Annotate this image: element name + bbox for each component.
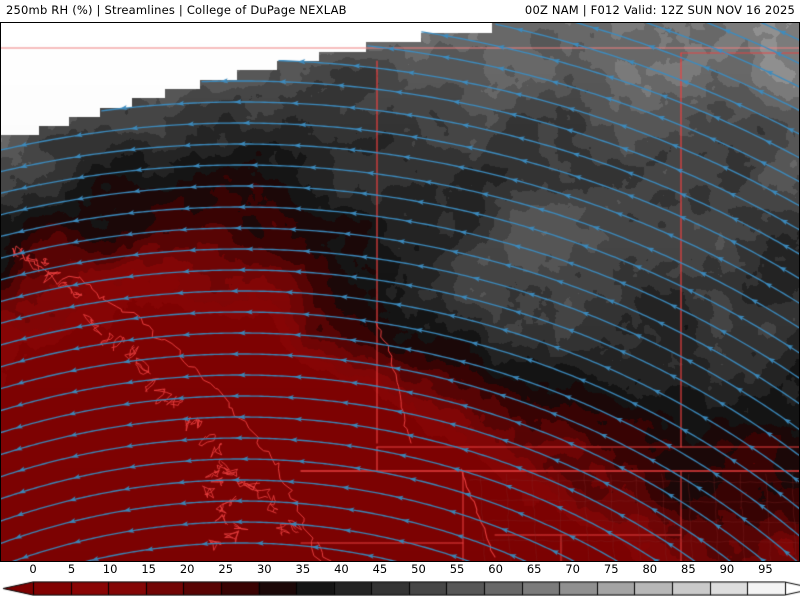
colorbar-area: 0 5 10 15 20 25 30 35 40 45 50 55 60 65 70 75 80 85 90 95 xyxy=(0,562,800,600)
colorbar-tick-45: 45 xyxy=(372,562,388,576)
map-frame[interactable] xyxy=(0,22,800,562)
colorbar-tick-25: 25 xyxy=(218,562,234,576)
colorbar-tick-15: 15 xyxy=(141,562,156,576)
colorbar-tick-65: 65 xyxy=(526,562,542,576)
colorbar-tick-55: 55 xyxy=(449,562,465,576)
header-bar: 250mb RH (%) | Streamlines | College of … xyxy=(0,0,800,22)
colorbar-tick-50: 50 xyxy=(411,562,426,576)
colorbar-tick-30: 30 xyxy=(256,562,272,576)
colorbar-tick-90: 90 xyxy=(719,562,735,576)
colorbar-tick-60: 60 xyxy=(488,562,503,576)
colorbar-tick-10: 10 xyxy=(102,562,118,576)
colorbar-canvas xyxy=(0,581,800,596)
colorbar-tick-85: 85 xyxy=(681,562,696,576)
colorbar-tick-35: 35 xyxy=(295,562,311,576)
colorbar-tick-labels: 0 5 10 15 20 25 30 35 40 45 50 55 60 65 70 75 80 85 90 95 xyxy=(0,562,800,578)
product-title-left: 250mb RH (%) | Streamlines | College of … xyxy=(6,3,347,17)
colorbar-tick-70: 70 xyxy=(565,562,581,576)
map-canvas[interactable] xyxy=(1,23,799,561)
colorbar-tick-75: 75 xyxy=(603,562,619,576)
colorbar-strip xyxy=(0,581,800,596)
colorbar-tick-20: 20 xyxy=(179,562,195,576)
colorbar-tick-95: 95 xyxy=(758,562,773,576)
colorbar-tick-40: 40 xyxy=(334,562,349,576)
colorbar-tick-5: 5 xyxy=(67,562,76,576)
colorbar-tick-80: 80 xyxy=(642,562,658,576)
product-title-right: 00Z NAM | F012 Valid: 12Z SUN NOV 16 202… xyxy=(524,3,795,17)
colorbar-tick-0: 0 xyxy=(29,562,37,576)
